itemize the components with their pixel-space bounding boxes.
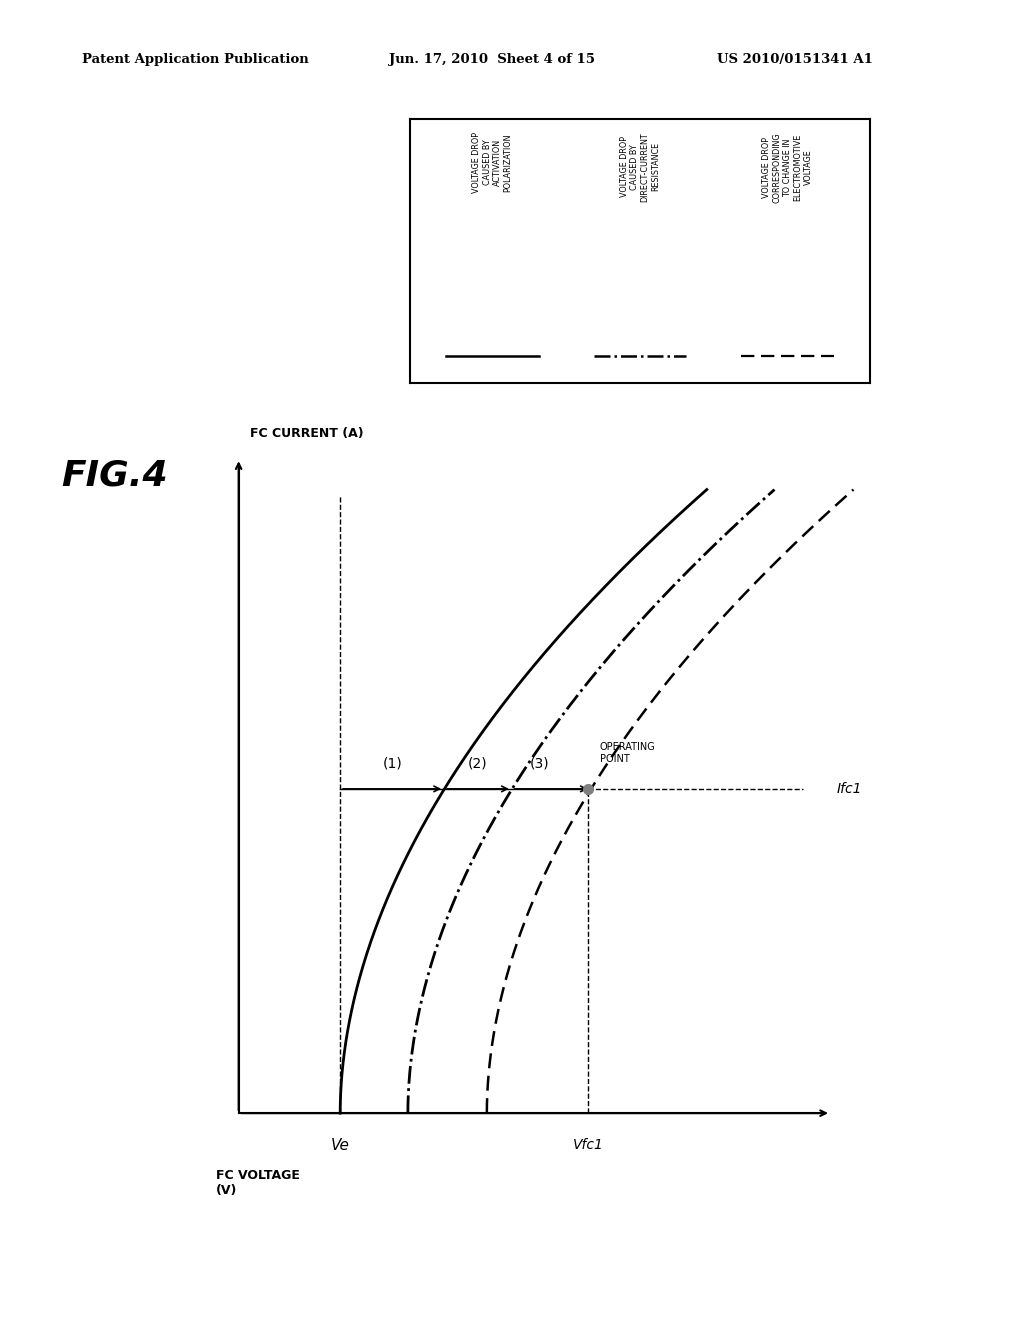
Text: Patent Application Publication: Patent Application Publication — [82, 53, 308, 66]
Text: Vfc1: Vfc1 — [573, 1138, 604, 1152]
Text: FC VOLTAGE
(V): FC VOLTAGE (V) — [216, 1170, 300, 1197]
Text: OPERATING
POINT: OPERATING POINT — [600, 742, 655, 764]
Text: Ifc1: Ifc1 — [837, 781, 862, 796]
Text: (1): (1) — [382, 756, 402, 770]
Text: Ve: Ve — [331, 1138, 349, 1154]
Text: US 2010/0151341 A1: US 2010/0151341 A1 — [717, 53, 872, 66]
Text: (2): (2) — [468, 756, 487, 770]
Text: FC CURRENT (A): FC CURRENT (A) — [250, 426, 364, 440]
Text: (3): (3) — [530, 756, 550, 770]
Text: VOLTAGE DROP
CAUSED BY
DIRECT-CURRENT
RESISTANCE: VOLTAGE DROP CAUSED BY DIRECT-CURRENT RE… — [620, 132, 660, 202]
Text: Jun. 17, 2010  Sheet 4 of 15: Jun. 17, 2010 Sheet 4 of 15 — [389, 53, 595, 66]
Text: VOLTAGE DROP
CORRESPONDING
TO CHANGE IN
ELECTROMOTIVE
VOLTAGE: VOLTAGE DROP CORRESPONDING TO CHANGE IN … — [762, 132, 813, 203]
Text: VOLTAGE DROP
CAUSED BY
ACTIVATION
POLARIZATION: VOLTAGE DROP CAUSED BY ACTIVATION POLARI… — [472, 132, 513, 193]
Text: FIG.4: FIG.4 — [61, 458, 168, 492]
